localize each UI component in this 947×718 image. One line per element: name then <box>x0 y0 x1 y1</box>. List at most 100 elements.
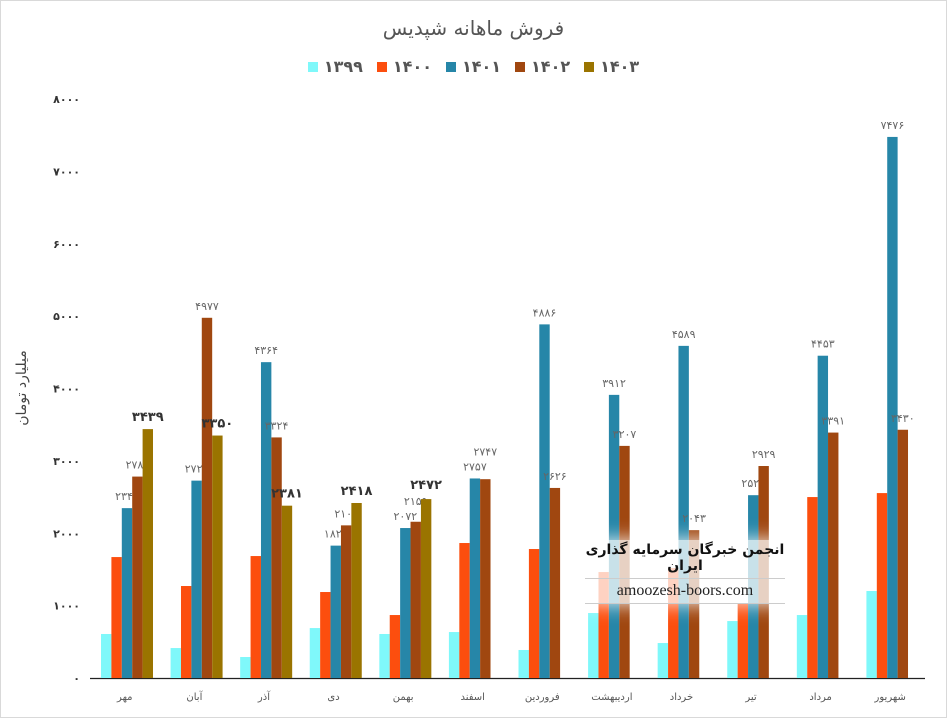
legend-item: ۱۴۰۳ <box>584 57 639 76</box>
legend-swatch <box>445 61 456 72</box>
bar-1401 <box>121 508 133 678</box>
y-tick-label: ۸۰۰۰ <box>53 93 80 106</box>
data-label: ۲۴۱۸ <box>341 484 373 499</box>
bar-1400 <box>111 557 122 678</box>
bar-1399 <box>657 643 669 678</box>
y-tick-label: ۲۰۰۰ <box>53 527 80 540</box>
bar-1399 <box>448 632 460 678</box>
data-label: ۲۰۴۳ <box>682 512 706 525</box>
x-tick-label: اسفند <box>460 692 484 703</box>
data-label: ۳۹۱۲ <box>602 377 626 390</box>
bar-1401 <box>817 355 829 678</box>
chart-title: فروش ماهانه شپدیس <box>382 16 565 40</box>
bar-1402 <box>410 521 421 678</box>
bar-1400 <box>668 568 679 678</box>
data-label: ۴۹۷۷ <box>195 300 219 313</box>
x-tick-label: تیر <box>744 692 757 703</box>
bar-1403 <box>212 435 223 678</box>
legend-label: ۱۴۰۳ <box>600 57 640 76</box>
bar-1400 <box>389 615 401 678</box>
bar-1400 <box>807 497 818 678</box>
bar-1399 <box>101 633 112 678</box>
data-label: ۴۳۶۴ <box>254 344 278 357</box>
bar-1401 <box>678 345 689 678</box>
x-tick-label: آذر <box>257 690 271 703</box>
x-tick-label: مرداد <box>809 692 832 703</box>
bar-1403 <box>420 499 432 678</box>
legend-label: ۱۴۰۰ <box>392 57 432 76</box>
legend-item: ۱۳۹۹ <box>307 57 363 76</box>
bar-1399 <box>309 628 321 678</box>
legend-swatch <box>307 61 318 72</box>
bar-1399 <box>518 649 529 678</box>
bar-1401 <box>539 324 550 678</box>
y-tick-label: ۵۰۰۰ <box>53 310 80 323</box>
x-tick-label: بهمن <box>393 692 414 703</box>
legend-swatch <box>515 61 526 72</box>
y-tick-label: ۷۰۰۰ <box>53 165 80 178</box>
data-label: ۷۴۷۶ <box>881 119 905 132</box>
bar-1400 <box>180 586 192 678</box>
legend-item: ۱۴۰۰ <box>376 57 432 76</box>
bar-1403 <box>351 502 362 678</box>
legend-item: ۱۴۰۲ <box>515 57 570 76</box>
x-tick-label: دی <box>327 692 339 703</box>
x-tick-label: آبان <box>186 690 203 703</box>
watermark: انجمن خبرگان سرمایه گذاری ایران amoozesh… <box>585 540 785 604</box>
bar-1399 <box>588 613 599 678</box>
x-tick-label: مهر <box>116 692 132 703</box>
bar-1399 <box>727 621 738 678</box>
data-label: ۴۸۸۶ <box>533 306 557 319</box>
data-label: ۲۷۵۷ <box>463 460 487 473</box>
data-label: ۳۳۲۴ <box>265 419 289 432</box>
bar-1399 <box>240 657 251 678</box>
bar-1403 <box>142 429 153 678</box>
bar-1400 <box>250 556 261 678</box>
legend: ۱۳۹۹ ۱۴۰۰ ۱۴۰۱ ۱۴۰۲ ۱۴۰۳ <box>0 57 947 76</box>
y-tick-label: ۱۰۰۰ <box>53 600 80 613</box>
bar-1399 <box>170 648 181 678</box>
data-label: ۳۴۳۰ <box>891 412 915 425</box>
bar-1402 <box>549 487 561 678</box>
y-tick-label: ۶۰۰۰ <box>53 238 80 251</box>
watermark-url: amoozesh-boors.com <box>585 579 785 604</box>
bar-1402 <box>340 525 352 678</box>
bar-1400 <box>528 549 540 678</box>
data-label: ۳۲۰۷ <box>613 428 637 441</box>
bar-1400 <box>320 592 331 678</box>
y-tick-label: ۰ <box>73 672 80 685</box>
data-label: ۴۵۸۹ <box>672 328 696 341</box>
x-tick-label: اردیبهشت <box>591 692 632 703</box>
bar-1402 <box>201 317 213 678</box>
bar-1399 <box>379 633 390 678</box>
bar-1402 <box>132 476 143 678</box>
x-tick-label: فروردین <box>525 692 560 703</box>
legend-item: ۱۴۰۱ <box>445 57 501 76</box>
bar-1402 <box>828 432 839 678</box>
legend-label: ۱۳۹۹ <box>323 57 363 76</box>
bar-1402 <box>271 437 282 678</box>
bar-1399 <box>796 615 808 678</box>
bar-1401 <box>260 362 272 678</box>
data-label: ۲۷۴۷ <box>473 445 497 458</box>
bar-1402 <box>480 479 491 678</box>
bar-1400 <box>598 572 609 678</box>
data-label: ۳۴۳۹ <box>132 410 164 425</box>
y-tick-label: ۴۰۰۰ <box>53 383 80 396</box>
bar-1401 <box>400 528 411 678</box>
bar-1400 <box>876 493 888 678</box>
legend-label: ۱۴۰۲ <box>531 57 571 76</box>
legend-swatch <box>584 61 595 72</box>
bar-1401 <box>887 136 898 678</box>
y-tick-label: ۳۰۰۰ <box>53 455 80 468</box>
bar-1400 <box>737 603 749 678</box>
x-tick-label: شهریور <box>874 692 906 703</box>
bar-1400 <box>459 543 470 678</box>
bar-1399 <box>866 591 877 678</box>
data-label: ۲۹۲۹ <box>752 448 776 461</box>
data-label: ۳۳۵۰ <box>202 417 234 432</box>
bar-1401 <box>608 394 620 678</box>
data-label: ۴۴۵۳ <box>811 338 835 351</box>
legend-swatch <box>376 61 387 72</box>
